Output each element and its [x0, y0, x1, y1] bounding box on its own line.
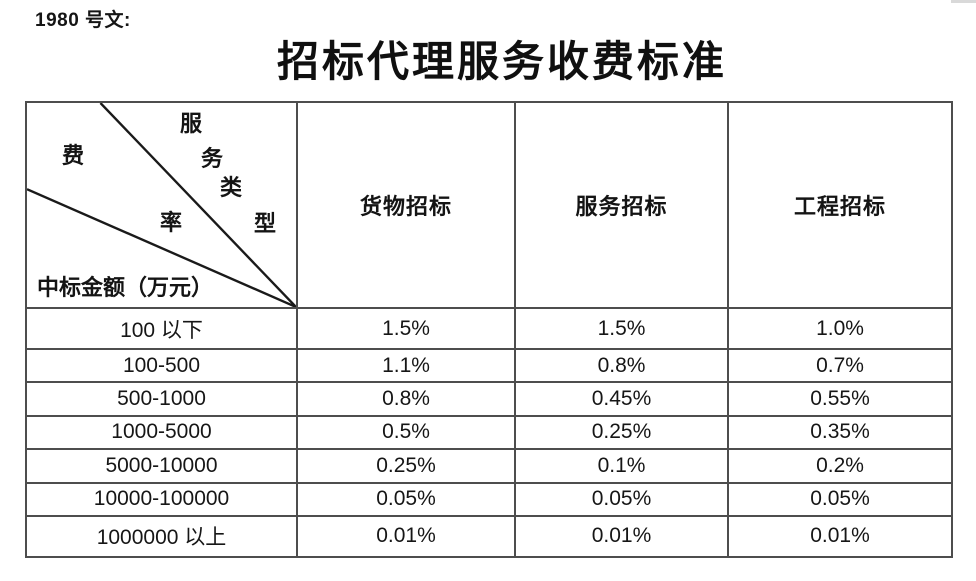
doc-ref-label: 1980 号文:: [35, 10, 131, 31]
table-row: 10000-100000 0.05% 0.05% 0.05%: [25, 481, 953, 517]
amount-range-cell: 100-500: [25, 348, 298, 384]
services-rate-cell: 0.25%: [514, 414, 729, 451]
diagonal-divider-lines: [28, 104, 295, 306]
goods-rate-cell: 1.1%: [296, 348, 516, 384]
engineering-rate-cell: 0.01%: [727, 514, 953, 559]
corner-service-type-char: 服: [179, 111, 202, 136]
services-rate-cell: 0.01%: [514, 514, 729, 559]
amount-range-cell: 1000-5000: [25, 414, 298, 451]
table-header-row: 服 务 类 型 费 率 中标金额（万元） 货物招标 服务招标 工程招标: [25, 101, 953, 309]
amount-range-cell: 5000-10000: [25, 448, 298, 484]
table-row: 5000-10000 0.25% 0.1% 0.2%: [25, 448, 953, 484]
table-row: 1000-5000 0.5% 0.25% 0.35%: [25, 414, 953, 451]
corner-fee-char: 费: [61, 143, 84, 168]
services-rate-cell: 0.05%: [514, 481, 729, 517]
table-corner-cell: 服 务 类 型 费 率 中标金额（万元）: [25, 101, 298, 309]
corner-rate-char: 率: [159, 210, 182, 235]
goods-rate-cell: 0.05%: [296, 481, 516, 517]
corner-amount-label: 中标金额（万元）: [37, 275, 214, 300]
engineering-rate-cell: 0.7%: [727, 348, 953, 384]
goods-rate-cell: 0.8%: [296, 381, 516, 417]
goods-rate-cell: 0.5%: [296, 414, 516, 451]
corner-service-type-char: 类: [219, 175, 242, 200]
corner-service-type-char: 务: [200, 146, 223, 171]
goods-rate-cell: 0.01%: [296, 514, 516, 559]
fee-table: 服 务 类 型 费 率 中标金额（万元） 货物招标 服务招标 工程招标 100 …: [25, 101, 953, 559]
table-row: 1000000 以上 0.01% 0.01% 0.01%: [25, 514, 953, 559]
amount-range-cell: 1000000 以上: [25, 514, 298, 559]
column-header-services: 服务招标: [514, 101, 729, 309]
services-rate-cell: 1.5%: [514, 306, 729, 351]
engineering-rate-cell: 1.0%: [727, 306, 953, 351]
amount-range-cell: 100 以下: [25, 306, 298, 351]
amount-range-cell: 500-1000: [25, 381, 298, 417]
services-rate-cell: 0.8%: [514, 348, 729, 384]
page-title: 招标代理服务收费标准: [276, 40, 727, 86]
goods-rate-cell: 1.5%: [296, 306, 516, 351]
engineering-rate-cell: 0.55%: [727, 381, 953, 417]
services-rate-cell: 0.1%: [514, 448, 729, 484]
amount-range-cell: 10000-100000: [25, 481, 298, 517]
goods-rate-cell: 0.25%: [296, 448, 516, 484]
table-row: 500-1000 0.8% 0.45% 0.55%: [25, 381, 953, 417]
services-rate-cell: 0.45%: [514, 381, 729, 417]
corner-service-type-char: 型: [253, 211, 276, 236]
table-row: 100-500 1.1% 0.8% 0.7%: [25, 348, 953, 384]
column-header-goods: 货物招标: [296, 101, 516, 309]
engineering-rate-cell: 0.2%: [727, 448, 953, 484]
engineering-rate-cell: 0.05%: [727, 481, 953, 517]
engineering-rate-cell: 0.35%: [727, 414, 953, 451]
table-row: 100 以下 1.5% 1.5% 1.0%: [25, 306, 953, 351]
screen-edge-artifact: [951, 0, 976, 3]
column-header-engineering: 工程招标: [727, 101, 953, 309]
